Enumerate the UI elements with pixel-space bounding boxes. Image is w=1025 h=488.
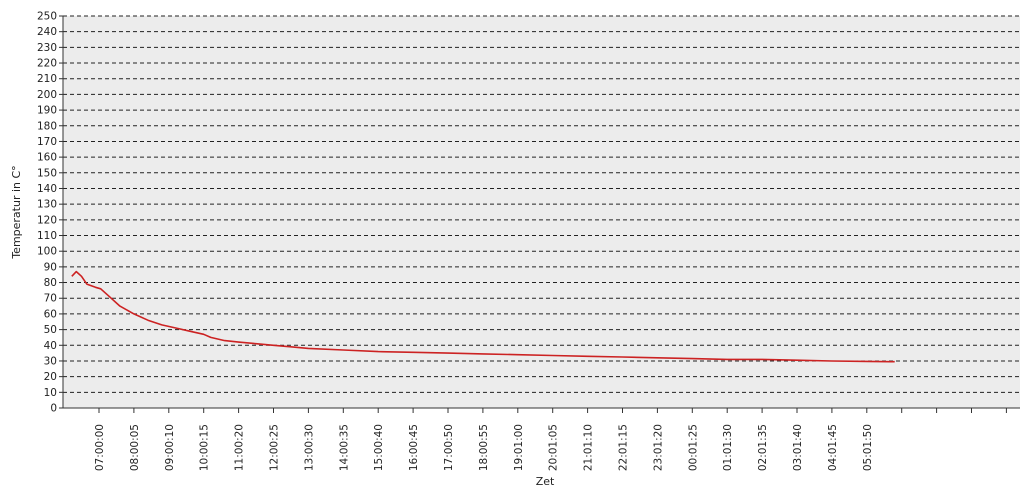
- plot-area: [63, 16, 1020, 408]
- y-axis-ticks: 0 10 20 30 40 50 60 70 80 90 100 110 120 130 140 150 160…: [37, 11, 63, 415]
- x-tick-label: 03:01:40: [792, 424, 804, 471]
- x-tick-label: 14:00:35: [338, 424, 350, 471]
- y-tick-label: 200: [37, 89, 57, 101]
- x-tick-label: 18:00:55: [478, 424, 490, 471]
- y-tick-label: 210: [37, 73, 57, 85]
- y-tick-label: 240: [37, 26, 57, 38]
- y-tick-label: 230: [37, 42, 57, 54]
- x-tick-label: 02:01:35: [757, 424, 769, 471]
- y-tick-label: 170: [37, 136, 57, 148]
- x-tick-label: 17:00:50: [443, 424, 455, 471]
- y-tick-label: 100: [37, 246, 57, 258]
- y-axis-title: Temperatur in C°: [10, 165, 23, 259]
- y-tick-label: 50: [44, 324, 57, 336]
- y-tick-label: 130: [37, 199, 57, 211]
- x-tick-label: 07:00:00: [94, 424, 106, 471]
- y-tick-label: 30: [44, 355, 57, 367]
- x-tick-label: 13:00:30: [303, 424, 315, 471]
- series-group: [71, 270, 895, 363]
- y-tick-label: 90: [44, 261, 57, 273]
- y-tick-label: 140: [37, 183, 57, 195]
- x-tick-label: 16:00:45: [408, 424, 420, 471]
- y-tick-label: 250: [37, 11, 57, 23]
- y-tick-label: 40: [44, 340, 57, 352]
- x-tick-label: 10:00:15: [199, 424, 211, 471]
- y-tick-label: 20: [44, 371, 57, 383]
- x-tick-label: 11:00:20: [234, 424, 246, 471]
- y-tick-label: 110: [37, 230, 57, 242]
- y-tick-label: 60: [44, 308, 57, 320]
- x-axis-title: Zet: [536, 475, 555, 488]
- x-tick-label: 23:01:20: [652, 424, 664, 471]
- x-tick-label: 04:01:45: [827, 424, 839, 471]
- y-tick-label: 180: [37, 120, 57, 132]
- grid-lines: [63, 15, 1020, 393]
- x-tick-label: 01:01:30: [722, 424, 734, 471]
- x-tick-label: 20:01:05: [548, 424, 560, 471]
- x-tick-label: 15:00:40: [373, 424, 385, 471]
- y-tick-label: 10: [44, 387, 57, 399]
- series-line: [71, 270, 895, 363]
- x-tick-label: 00:01:25: [687, 424, 699, 471]
- x-axis-ticks: 07:00:00 08:00:05 09:00:10 10:00:15 11:00:20…: [94, 408, 1007, 471]
- y-tick-label: 220: [37, 58, 57, 70]
- y-tick-label: 190: [37, 105, 57, 117]
- x-tick-label: 08:00:05: [129, 424, 141, 471]
- y-tick-label: 0: [50, 403, 57, 415]
- x-tick-label: 19:01:00: [513, 424, 525, 471]
- x-tick-label: 12:00:25: [269, 424, 281, 471]
- y-tick-label: 120: [37, 214, 57, 226]
- x-tick-label: 09:00:10: [164, 424, 176, 471]
- y-tick-label: 70: [44, 293, 57, 305]
- y-tick-label: 160: [37, 152, 57, 164]
- x-tick-label: 22:01:15: [618, 424, 630, 471]
- x-tick-label: 05:01:50: [862, 424, 874, 471]
- y-tick-label: 80: [44, 277, 57, 289]
- x-tick-label: 21:01:10: [583, 424, 595, 471]
- y-tick-label: 150: [37, 167, 57, 179]
